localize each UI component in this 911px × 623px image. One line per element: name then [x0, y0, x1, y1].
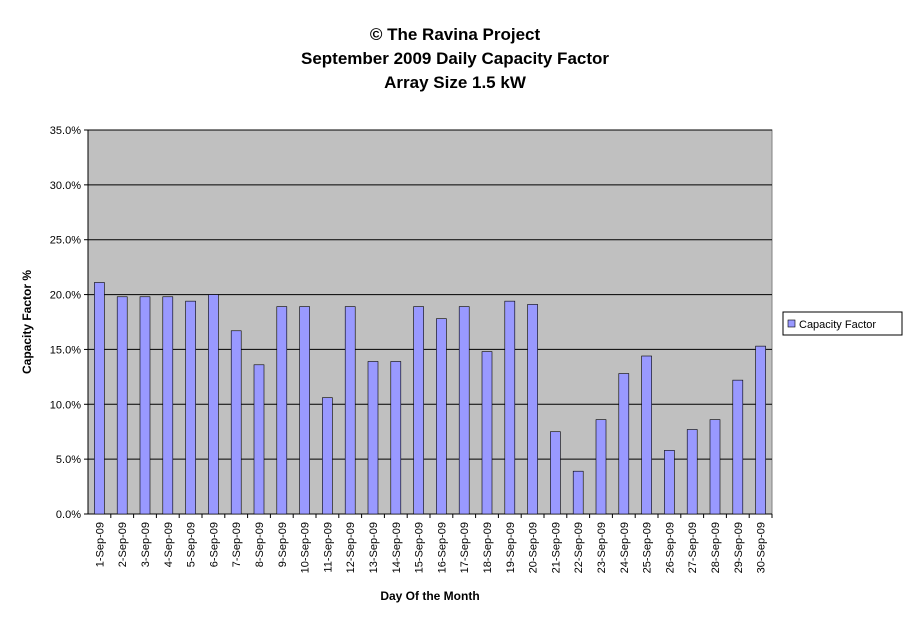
bar — [709, 419, 721, 515]
bar — [116, 296, 128, 515]
x-tick-label: 21-Sep-09 — [550, 522, 562, 573]
bar — [664, 450, 675, 515]
x-tick-label: 2-Sep-09 — [117, 522, 129, 567]
x-tick-label: 13-Sep-09 — [368, 522, 380, 573]
bar — [572, 470, 584, 515]
bar — [755, 345, 766, 515]
y-tick-label: 15.0% — [50, 344, 81, 356]
bar — [344, 306, 356, 515]
bar — [527, 304, 538, 515]
chart-subtitle: September 2009 Daily Capacity Factor — [301, 49, 609, 68]
x-tick-label: 18-Sep-09 — [482, 522, 494, 573]
y-tick-label: 30.0% — [50, 180, 81, 192]
x-tick-label: 14-Sep-09 — [391, 522, 403, 573]
bar — [413, 306, 424, 515]
x-tick-label: 20-Sep-09 — [528, 522, 540, 573]
x-tick-label: 8-Sep-09 — [254, 522, 266, 567]
x-tick-label: 11-Sep-09 — [322, 522, 334, 573]
bar — [139, 296, 151, 515]
bar — [322, 397, 333, 515]
bar — [481, 351, 493, 515]
y-tick-label: 20.0% — [50, 290, 81, 302]
x-tick-label: 23-Sep-09 — [596, 522, 608, 573]
bar — [732, 379, 744, 515]
plot-area — [87, 129, 773, 515]
bar — [276, 306, 288, 515]
x-tick-label: 16-Sep-09 — [436, 522, 448, 573]
bar — [595, 419, 607, 515]
legend-swatch — [787, 319, 796, 328]
x-axis-title: Day Of the Month — [380, 589, 479, 603]
x-tick-label: 29-Sep-09 — [733, 522, 745, 573]
legend-label: Capacity Factor — [799, 319, 876, 331]
bar — [94, 282, 105, 515]
bar — [390, 361, 402, 515]
x-tick-label: 15-Sep-09 — [414, 522, 426, 573]
x-tick-label: 1-Sep-09 — [94, 522, 106, 567]
x-tick-label: 25-Sep-09 — [642, 522, 654, 573]
bar — [185, 300, 196, 515]
x-tick-label: 30-Sep-09 — [756, 522, 768, 573]
bar — [208, 294, 219, 515]
chart-title: © The Ravina Project — [370, 25, 541, 44]
x-tick-label: 6-Sep-09 — [208, 522, 220, 567]
x-tick-label: 3-Sep-09 — [140, 522, 152, 567]
x-tick-label: 5-Sep-09 — [186, 522, 198, 567]
x-tick-label: 12-Sep-09 — [345, 522, 357, 573]
x-tick-label: 26-Sep-09 — [664, 522, 676, 573]
bar — [504, 300, 516, 515]
bar — [299, 306, 310, 515]
x-tick-label: 19-Sep-09 — [505, 522, 517, 573]
x-tick-label: 10-Sep-09 — [300, 522, 312, 573]
x-tick-label: 24-Sep-09 — [619, 522, 631, 573]
y-tick-label: 5.0% — [56, 454, 81, 466]
bar — [550, 431, 561, 515]
y-tick-label: 25.0% — [50, 235, 81, 247]
bar — [618, 373, 630, 515]
bar — [458, 306, 470, 515]
y-tick-label: 35.0% — [50, 125, 81, 137]
bar — [253, 364, 265, 515]
y-axis-title: Capacity Factor % — [20, 270, 34, 374]
bar — [686, 429, 698, 515]
x-tick-label: 17-Sep-09 — [459, 522, 471, 573]
chart-subtitle: Array Size 1.5 kW — [384, 73, 527, 92]
y-tick-label: 10.0% — [50, 399, 81, 411]
x-tick-label: 22-Sep-09 — [573, 522, 585, 573]
bar — [436, 318, 447, 515]
x-tick-label: 9-Sep-09 — [277, 522, 289, 567]
legend-box — [782, 311, 903, 336]
bar — [641, 355, 652, 515]
bar — [162, 296, 174, 515]
x-tick-label: 28-Sep-09 — [710, 522, 722, 573]
bar — [367, 361, 379, 515]
x-tick-label: 27-Sep-09 — [687, 522, 699, 573]
bar — [230, 330, 242, 515]
y-tick-label: 0.0% — [56, 509, 81, 521]
x-tick-label: 4-Sep-09 — [163, 522, 175, 567]
x-tick-label: 7-Sep-09 — [231, 522, 243, 567]
